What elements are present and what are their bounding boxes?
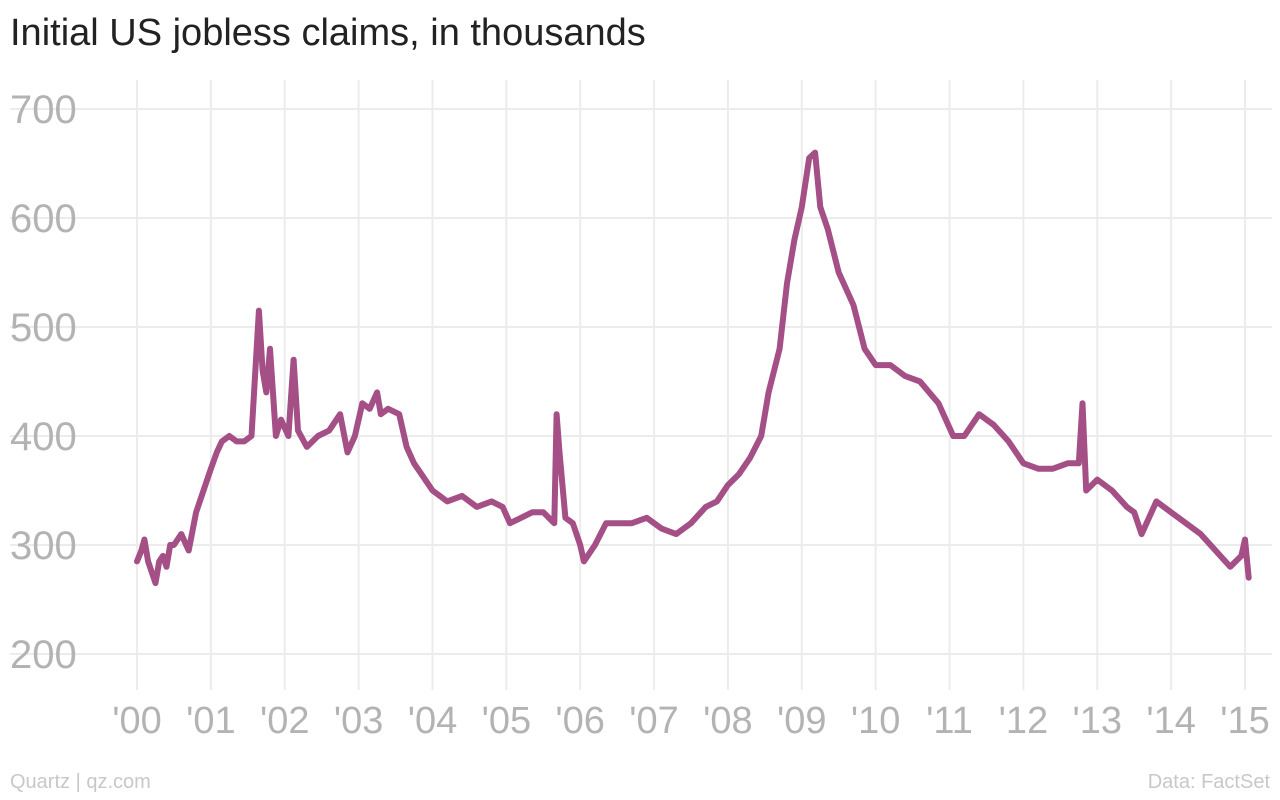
x-tick-label: '01 [186,700,236,742]
x-tick-label: '07 [629,700,679,742]
chart-title: Initial US jobless claims, in thousands [10,12,646,54]
x-tick-label: '06 [555,700,605,742]
x-tick-label: '05 [482,700,532,742]
y-tick-label: 400 [10,415,77,459]
x-tick-label: '11 [926,700,973,742]
x-tick-label: '02 [260,700,310,742]
x-tick-label: '15 [1220,700,1270,742]
x-tick-label: '08 [703,700,753,742]
x-tick-label: '12 [999,700,1049,742]
y-tick-label: 700 [10,88,77,132]
x-tick-label: '04 [408,700,458,742]
data-source: Data: FactSet [1147,771,1270,793]
y-tick-label: 300 [10,524,77,568]
x-tick-label: '03 [334,700,384,742]
y-tick-label: 600 [10,197,77,241]
source-credit[interactable]: Quartz | qz.com [10,771,151,793]
series-line [134,149,1252,587]
x-tick-label: '09 [777,700,827,742]
y-axis: 200 300 400 500 600 700 [10,88,77,677]
x-tick-label: '13 [1073,700,1123,742]
grid-lines [10,80,1272,690]
x-tick-label: '00 [112,700,162,742]
x-tick-label: '10 [851,700,901,742]
y-tick-label: 500 [10,306,77,350]
x-tick-label: '14 [1146,700,1196,742]
y-tick-label: 200 [10,633,77,677]
x-axis: '00 '01 '02 '03 '04 '05 '06 '07 '08 '09 '10 '11 '12 '… [112,700,1270,742]
series-layer [134,149,1252,587]
